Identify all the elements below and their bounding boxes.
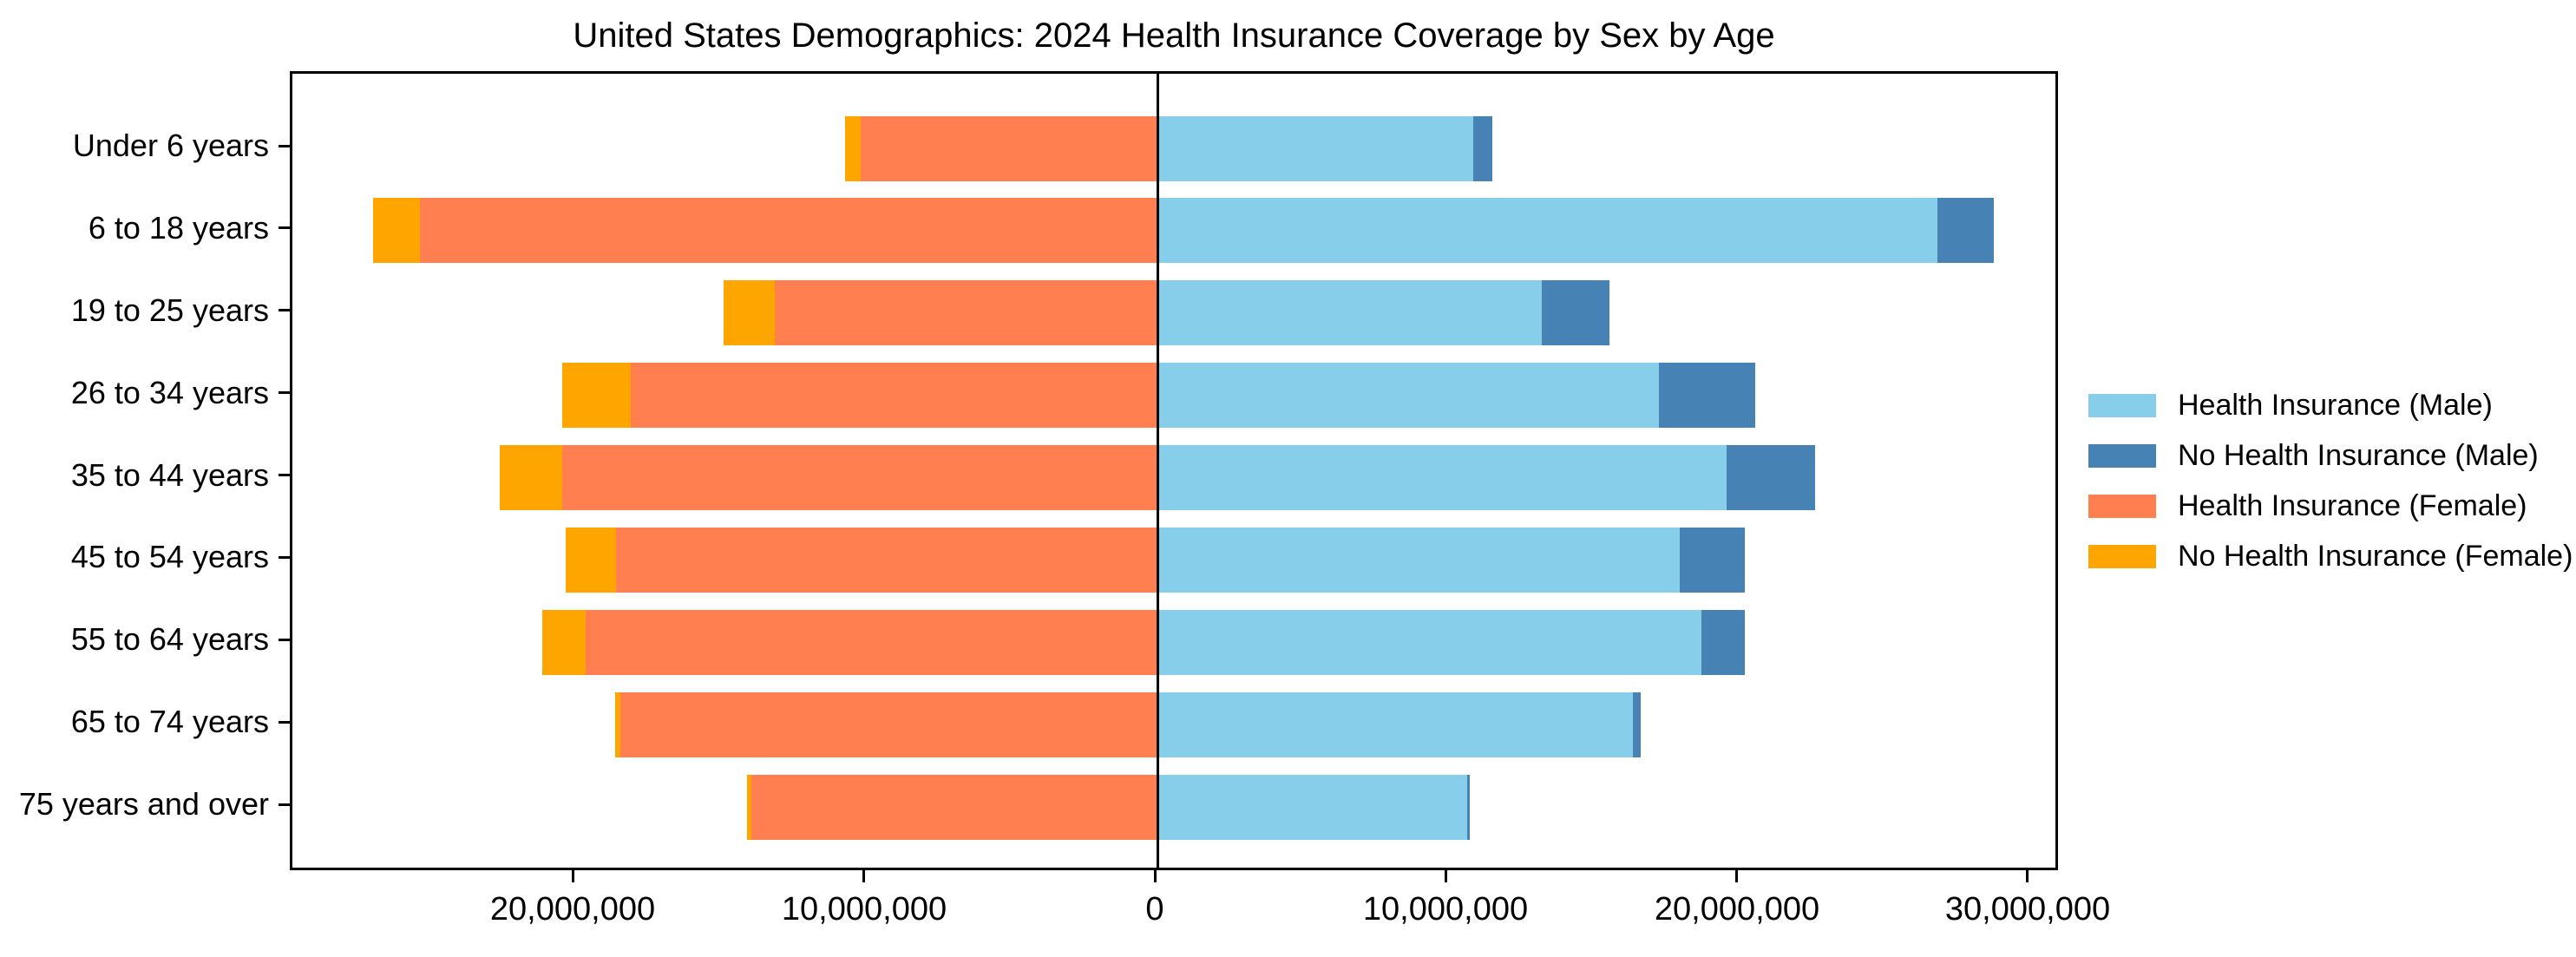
x-tick-label: 30,000,000 [1944, 891, 2111, 928]
chart-title: United States Demographics: 2024 Health … [573, 16, 1775, 55]
bar-segment [1679, 528, 1746, 593]
y-tick-mark [279, 309, 290, 311]
legend-label: Health Insurance (Female) [2178, 489, 2527, 522]
bar-segment [860, 116, 1157, 181]
bar-segment [1472, 116, 1492, 181]
y-tick-label: 65 to 74 years [70, 704, 269, 739]
bar-segment [586, 610, 1157, 675]
x-tick-mark [572, 870, 574, 882]
bar-segment [1541, 280, 1610, 345]
x-tick-mark [1445, 870, 1447, 882]
bar-segment [1157, 610, 1701, 675]
y-tick-label: 55 to 64 years [70, 621, 269, 657]
y-tick-label: 6 to 18 years [88, 210, 269, 246]
bar-segment [565, 528, 617, 593]
legend-label: Health Insurance (Male) [2178, 389, 2493, 422]
y-tick-label: 26 to 34 years [70, 375, 269, 410]
bar-segment [1157, 692, 1634, 757]
bar-segment [1726, 445, 1815, 510]
legend-label: No Health Insurance (Male) [2178, 439, 2539, 472]
y-tick-mark [279, 226, 290, 229]
y-tick-mark [279, 803, 290, 806]
y-tick-mark [279, 639, 290, 641]
y-tick-mark [279, 474, 290, 476]
bar-segment [1157, 198, 1937, 263]
legend-swatch [2088, 545, 2156, 568]
bar-segment [747, 775, 752, 840]
bar-segment [844, 116, 861, 181]
x-tick-mark [1154, 870, 1157, 882]
y-tick-mark [279, 556, 290, 559]
y-tick-mark [279, 391, 290, 394]
y-tick-label: Under 6 years [72, 128, 269, 163]
bar-segment [1157, 775, 1468, 840]
bar-segment [1701, 610, 1746, 675]
bar-segment [1157, 280, 1542, 345]
y-tick-mark [279, 145, 290, 147]
bar-segment [1157, 445, 1727, 510]
x-tick-label: 10,000,000 [781, 891, 947, 928]
x-tick-mark [1735, 870, 1738, 882]
y-tick-label: 45 to 54 years [70, 539, 269, 574]
bar-segment [1157, 363, 1660, 428]
legend-swatch [2088, 394, 2156, 417]
x-tick-label: 10,000,000 [1362, 891, 1529, 928]
legend-swatch [2088, 495, 2156, 518]
bar-segment [1937, 198, 1994, 263]
bar-segment [541, 610, 587, 675]
bar-segment [751, 775, 1157, 840]
legend-swatch [2088, 444, 2156, 468]
y-tick-label: 19 to 25 years [70, 292, 269, 328]
bar-segment [1633, 692, 1642, 757]
bar-segment [620, 692, 1157, 757]
bar-segment [1157, 116, 1473, 181]
bar-segment [562, 445, 1157, 510]
bar-segment [1157, 528, 1680, 593]
bar-segment [616, 528, 1157, 593]
bar-segment [724, 280, 776, 345]
zero-axis-line [1156, 74, 1159, 868]
bar-segment [614, 692, 621, 757]
x-tick-label: 0 [1145, 891, 1164, 928]
x-tick-mark [2026, 870, 2029, 882]
x-tick-mark [862, 870, 865, 882]
bar-segment [631, 363, 1157, 428]
y-tick-label: 35 to 44 years [70, 457, 269, 493]
legend-label: No Health Insurance (Female) [2178, 540, 2573, 573]
bar-segment [1659, 363, 1756, 428]
x-tick-label: 20,000,000 [489, 891, 656, 928]
x-tick-label: 20,000,000 [1654, 891, 1820, 928]
bar-segment [373, 198, 420, 263]
bar-segment [500, 445, 563, 510]
y-tick-label: 75 years and over [18, 786, 269, 822]
plot-area [290, 71, 2058, 870]
bar-segment [420, 198, 1157, 263]
y-tick-mark [279, 721, 290, 724]
bar-segment [1467, 775, 1471, 840]
bar-segment [562, 363, 632, 428]
bar-segment [775, 280, 1157, 345]
